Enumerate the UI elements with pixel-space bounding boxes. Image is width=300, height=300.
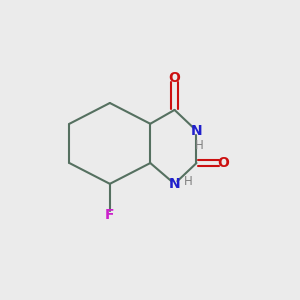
- Text: H: H: [195, 139, 204, 152]
- Text: H: H: [184, 175, 192, 188]
- Text: N: N: [191, 124, 202, 138]
- Text: O: O: [169, 70, 181, 85]
- Text: N: N: [169, 177, 180, 191]
- Text: F: F: [105, 208, 115, 222]
- Text: O: O: [217, 156, 229, 170]
